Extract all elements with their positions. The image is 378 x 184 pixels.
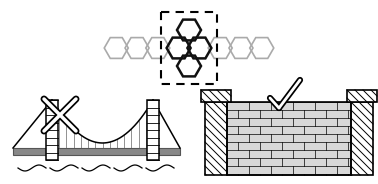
Bar [205,102,227,175]
Bar [227,118,351,126]
Bar [13,148,180,155]
Bar [227,110,351,118]
Bar [227,126,351,134]
Bar [351,102,373,175]
Bar [227,142,351,150]
Bar [227,102,351,110]
Bar [227,174,351,175]
Bar [46,100,58,160]
Bar [227,102,351,175]
Bar [147,100,159,160]
Bar [227,158,351,166]
Bar [227,150,351,158]
Bar [227,134,351,142]
Bar [347,90,377,102]
Bar [201,90,231,102]
Bar [227,166,351,174]
